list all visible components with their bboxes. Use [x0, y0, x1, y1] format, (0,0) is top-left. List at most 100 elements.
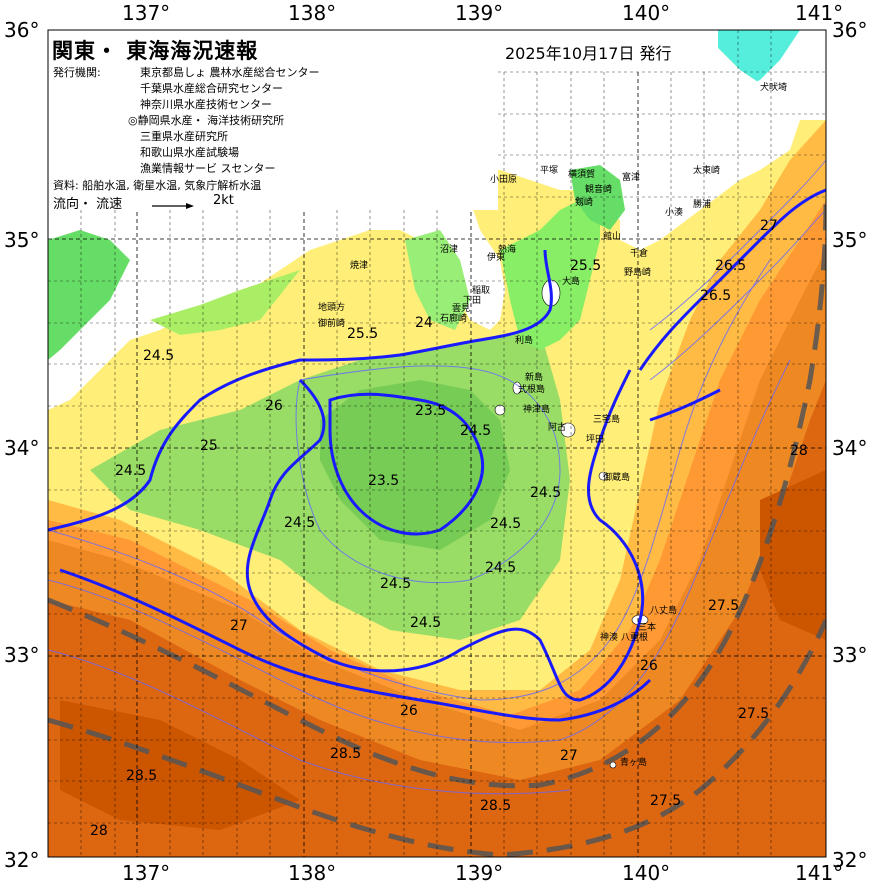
- zone-dark-orange: [48, 380, 826, 857]
- place-label: 神津島: [523, 405, 551, 415]
- place-label: 小田原: [490, 175, 518, 185]
- flow-scale-label: 2kt: [213, 193, 234, 208]
- lon-tick-top-137: 137°: [122, 1, 171, 25]
- info-box-right: [498, 30, 718, 70]
- contour-label: 26.5: [700, 288, 731, 304]
- coast-tokai-green: [150, 270, 300, 335]
- contour-label: 23.5: [415, 403, 446, 419]
- lat-tick-right-36: 36°: [832, 18, 868, 42]
- contour-label: 27: [230, 618, 248, 634]
- contour-label: 28: [90, 823, 108, 839]
- tokyo-bay: [570, 165, 625, 230]
- issuer-item: 和歌山県水産試験場: [140, 146, 239, 159]
- contour-label: 24.5: [380, 576, 411, 592]
- contour-label: 23.5: [368, 473, 399, 489]
- contour-label: 27: [560, 748, 578, 764]
- lon-tick-top-140: 140°: [622, 1, 671, 25]
- lat-tick-left-36: 36°: [4, 18, 40, 42]
- issue-date: 2025年10月17日 発行: [505, 44, 672, 63]
- place-label: 千倉: [630, 249, 649, 259]
- lat-tick-left-33: 33°: [4, 643, 40, 667]
- contour-label: 24.5: [485, 560, 516, 576]
- contour-label: 26: [400, 703, 418, 719]
- sagami-bay: [500, 200, 600, 350]
- place-label: 勝浦: [693, 200, 712, 210]
- place-label: 雲見: [452, 304, 471, 314]
- place-label: 平塚: [540, 166, 559, 176]
- contour-label: 24.5: [490, 516, 521, 532]
- lon-tick-bottom-139: 139°: [455, 861, 504, 885]
- contour-label: 26: [640, 658, 658, 674]
- issuer-label: 発行機関:: [53, 66, 101, 79]
- place-label: 阿古: [548, 423, 567, 433]
- contour-label: 24.5: [115, 463, 146, 479]
- place-label: 富津: [622, 173, 641, 183]
- suruga-bay: [405, 230, 470, 330]
- place-label: 新島: [525, 373, 544, 383]
- info-box: [48, 30, 498, 210]
- land-boso: [610, 30, 826, 200]
- contour-label: 27: [760, 218, 778, 234]
- coast-west-green: [48, 230, 130, 360]
- contour-label: 27.5: [708, 598, 739, 614]
- issuer-item: 東京都島しょ 農林水産総合センター: [140, 66, 320, 79]
- map-title: 関東・ 東海海況速報: [52, 39, 259, 63]
- contour-label: 25.5: [570, 258, 601, 274]
- lat-tick-right-33: 33°: [832, 643, 868, 667]
- kuroshio-axis: [48, 199, 826, 789]
- island-miyake: [560, 422, 576, 438]
- place-label: 剱崎: [575, 198, 594, 208]
- lat-tick-left-35: 35°: [4, 228, 40, 252]
- island-aogashima: [609, 761, 617, 769]
- current-east: [638, 188, 826, 371]
- place-label: 小湊: [665, 208, 684, 218]
- place-label: 坪田: [586, 435, 605, 445]
- zone-red-orange-east: [760, 470, 826, 640]
- place-label: 青ヶ島: [620, 758, 648, 768]
- place-label: 下田: [463, 296, 482, 306]
- contour-label: 27.5: [738, 706, 769, 722]
- lon-tick-top-139: 139°: [455, 1, 504, 25]
- contour-label: 26: [265, 398, 283, 414]
- place-label: 大島: [562, 277, 581, 287]
- contour-label: 25.5: [347, 326, 378, 342]
- contour-label: 28.5: [126, 768, 157, 784]
- place-label: 観音崎: [585, 185, 613, 195]
- place-label: 八丈島: [650, 606, 678, 616]
- source-label: 資料: 船舶水温, 衛星水温, 気象庁解析水温: [53, 179, 262, 192]
- current-inner: [328, 392, 485, 536]
- contour-label: 28.5: [480, 798, 511, 814]
- place-label: 御蔵島: [603, 473, 631, 483]
- kuroshio-outer: [48, 619, 826, 857]
- contour-label: 27.5: [650, 793, 681, 809]
- contour-label: 28.5: [330, 746, 361, 762]
- contour-label: 24: [415, 315, 433, 331]
- issuer-item: 神奈川県水産技術センター: [140, 98, 272, 111]
- current-east-2: [649, 388, 721, 422]
- zone-green: [320, 380, 510, 550]
- place-label: 三本: [638, 623, 657, 633]
- island-kozushima: [494, 404, 506, 416]
- lat-tick-right-34: 34°: [832, 436, 868, 460]
- contour-label: 24.5: [143, 348, 174, 364]
- lon-tick-bottom-137: 137°: [122, 861, 171, 885]
- place-label: 御前崎: [318, 319, 346, 329]
- place-label: 八重根: [621, 633, 649, 643]
- place-label: 太東崎: [693, 166, 721, 176]
- place-label: 犬吠埼: [760, 83, 788, 93]
- contour-label: 24.5: [410, 615, 441, 631]
- place-label: 式根島: [518, 385, 546, 395]
- issuer-item: 千葉県水産総合研究センター: [140, 82, 283, 95]
- place-label: 稲取: [472, 286, 491, 296]
- contour-label: 24.5: [530, 485, 561, 501]
- place-label: 三宅島: [593, 415, 621, 425]
- lat-tick-right-32: 32°: [832, 848, 868, 872]
- place-label: 石廊崎: [440, 314, 468, 324]
- map-frame: [47, 29, 827, 858]
- contour-label: 24.5: [284, 515, 315, 531]
- lon-tick-bottom-138: 138°: [288, 861, 337, 885]
- contour-label: 28: [790, 443, 808, 459]
- current-south: [59, 568, 652, 722]
- lat-tick-left-34: 34°: [4, 436, 40, 460]
